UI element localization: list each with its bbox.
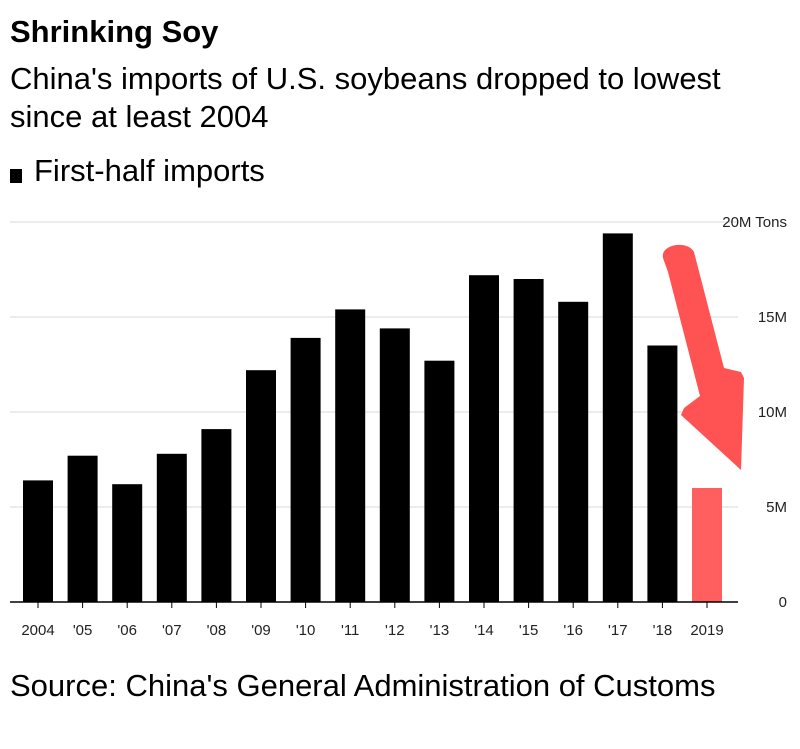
bar bbox=[513, 279, 544, 602]
y-tick-label: 0 bbox=[779, 594, 787, 611]
legend: First-half imports bbox=[10, 152, 265, 190]
y-tick-label: 5M bbox=[766, 499, 787, 516]
y-tick-label: 10M bbox=[758, 404, 787, 421]
bar bbox=[558, 301, 589, 602]
bar bbox=[602, 233, 633, 602]
x-tick-label: '14 bbox=[474, 622, 494, 639]
x-tick-label: 2019 bbox=[690, 622, 723, 639]
bar bbox=[246, 370, 276, 602]
bar bbox=[469, 275, 499, 602]
bar bbox=[424, 360, 455, 602]
source-note: Source: China's General Administration o… bbox=[10, 668, 716, 703]
x-axis-labels: 2004 '05 '06 '07 '08 '09 '10 '11 '12 '13 '14 '15 '16… bbox=[21, 602, 724, 639]
bar bbox=[335, 309, 366, 602]
x-tick-label: '13 bbox=[430, 622, 450, 639]
bar bbox=[156, 453, 187, 602]
bars bbox=[23, 233, 722, 602]
x-tick-label: 2004 bbox=[21, 622, 54, 639]
x-tick-label: '06 bbox=[117, 622, 137, 639]
bar bbox=[23, 480, 53, 602]
bar bbox=[67, 455, 98, 602]
y-tick-label: 15M bbox=[758, 309, 787, 326]
x-tick-label: '07 bbox=[162, 622, 182, 639]
y-axis-labels: 0 5M 10M 15M 20M Tons bbox=[722, 214, 787, 611]
legend-label: First-half imports bbox=[34, 153, 265, 188]
x-tick-label: '12 bbox=[385, 622, 405, 639]
bar bbox=[290, 337, 321, 602]
bar bbox=[201, 429, 232, 602]
x-tick-label: '10 bbox=[296, 622, 316, 639]
x-tick-label: '17 bbox=[608, 622, 628, 639]
y-tick-label: 20M Tons bbox=[722, 214, 787, 231]
bar-chart: 2004 '05 '06 '07 '08 '09 '10 '11 '12 '13 '14 '15 '16… bbox=[10, 214, 787, 639]
x-tick-label: '16 bbox=[563, 622, 583, 639]
x-tick-label: '11 bbox=[341, 622, 359, 639]
bar bbox=[647, 345, 678, 602]
x-tick-label: '15 bbox=[519, 622, 539, 639]
x-tick-label: '18 bbox=[653, 622, 673, 639]
chart-title: Shrinking Soy bbox=[10, 14, 219, 49]
bar bbox=[379, 328, 410, 602]
chart-subtitle: China's imports of U.S. soybeans dropped… bbox=[10, 61, 721, 134]
x-tick-label: '08 bbox=[207, 622, 227, 639]
bar bbox=[112, 484, 143, 602]
x-tick-label: '09 bbox=[251, 622, 271, 639]
bar bbox=[692, 488, 722, 602]
down-arrow-annotation bbox=[662, 244, 744, 470]
x-tick-label: '05 bbox=[73, 622, 93, 639]
legend-swatch bbox=[10, 169, 22, 183]
